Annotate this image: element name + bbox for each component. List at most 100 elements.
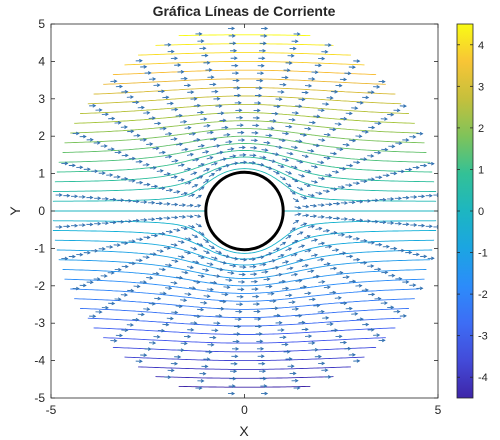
velocity-arrow	[156, 249, 164, 253]
velocity-arrow	[397, 169, 405, 174]
velocity-arrow	[192, 158, 200, 162]
velocity-arrow	[235, 309, 243, 314]
velocity-arrow	[89, 314, 97, 319]
velocity-arrow	[315, 191, 323, 196]
velocity-arrow	[198, 186, 205, 191]
velocity-arrow	[288, 300, 296, 304]
velocity-arrow	[283, 349, 291, 354]
streamline	[124, 60, 365, 66]
velocity-arrow	[173, 228, 181, 232]
velocity-arrow	[63, 193, 71, 198]
velocity-arrow	[100, 144, 108, 148]
velocity-arrow	[240, 160, 248, 165]
velocity-arrow	[148, 200, 156, 205]
velocity-arrow	[221, 125, 229, 130]
velocity-arrow	[171, 202, 179, 207]
velocity-arrow	[190, 171, 198, 175]
velocity-arrow	[236, 115, 244, 120]
velocity-arrow	[273, 104, 281, 109]
velocity-arrow	[98, 247, 106, 251]
velocity-arrow	[143, 111, 151, 115]
velocity-arrow	[236, 294, 244, 299]
velocity-arrow	[197, 144, 205, 148]
velocity-arrow	[282, 158, 290, 162]
velocity-arrow	[183, 334, 192, 339]
velocity-arrow	[151, 184, 159, 189]
velocity-arrow	[312, 143, 320, 148]
velocity-arrow	[177, 255, 185, 259]
velocity-arrow	[149, 77, 157, 81]
velocity-arrow	[325, 173, 333, 178]
velocity-arrow	[163, 202, 171, 206]
velocity-arrow	[106, 173, 114, 177]
velocity-arrow	[61, 161, 69, 166]
velocity-arrow	[289, 371, 297, 376]
velocity-arrow	[275, 320, 283, 325]
streamline	[54, 156, 435, 183]
velocity-arrow	[72, 286, 80, 291]
velocity-arrow	[197, 274, 205, 278]
velocity-arrow	[170, 56, 179, 61]
velocity-arrow	[195, 223, 203, 228]
velocity-arrow	[281, 75, 289, 80]
velocity-arrow	[298, 244, 306, 248]
velocity-arrow	[337, 185, 346, 189]
velocity-arrow	[381, 147, 389, 152]
velocity-arrow	[180, 226, 188, 231]
velocity-arrow	[208, 244, 216, 249]
velocity-arrow	[387, 112, 395, 117]
velocity-arrow	[132, 317, 140, 322]
velocity-arrow	[229, 263, 237, 268]
colorbar-ticks: -4 -3 -2 -1 0 1 2 3 4	[457, 40, 488, 384]
velocity-arrow	[180, 341, 188, 346]
velocity-arrow	[171, 215, 179, 220]
velocity-arrow	[148, 302, 156, 306]
velocity-arrow	[144, 71, 152, 75]
streamline	[56, 249, 433, 272]
streamline	[138, 366, 351, 370]
velocity-arrow	[121, 153, 129, 158]
velocity-arrow	[167, 49, 175, 54]
velocity-arrow	[107, 271, 115, 275]
velocity-arrow	[158, 150, 166, 155]
velocity-arrow	[388, 144, 396, 149]
velocity-arrow	[340, 201, 349, 205]
colorbar-tick-label: 4	[478, 40, 484, 52]
velocity-arrow	[285, 293, 293, 298]
velocity-arrow	[93, 277, 101, 281]
velocity-arrow	[353, 257, 361, 262]
velocity-arrow	[184, 181, 192, 185]
velocity-arrow	[78, 195, 86, 199]
velocity-arrow	[170, 243, 178, 247]
velocity-arrow	[191, 234, 199, 238]
velocity-arrow	[209, 82, 217, 87]
velocity-arrow	[371, 219, 379, 224]
velocity-arrow	[307, 224, 315, 229]
velocity-arrow	[227, 391, 236, 396]
velocity-arrow	[277, 328, 285, 332]
velocity-arrow	[178, 203, 187, 207]
velocity-arrow	[278, 138, 286, 143]
velocity-arrow	[304, 126, 312, 131]
velocity-arrow	[321, 49, 329, 54]
velocity-arrow	[163, 246, 171, 250]
velocity-arrow	[197, 163, 205, 167]
velocity-arrow	[290, 253, 298, 257]
velocity-arrow	[296, 186, 304, 191]
velocity-arrow	[402, 280, 410, 284]
velocity-arrow	[368, 292, 376, 297]
velocity-arrow	[206, 287, 214, 292]
velocity-arrow	[339, 251, 347, 256]
velocity-arrow	[163, 172, 171, 176]
y-tick-label: -1	[34, 241, 45, 255]
velocity-arrow	[219, 261, 227, 265]
velocity-arrow	[307, 193, 315, 198]
velocity-arrow	[228, 384, 236, 388]
velocity-arrow	[238, 145, 246, 150]
velocity-arrow	[303, 183, 311, 188]
velocity-arrow	[308, 120, 316, 125]
velocity-arrow	[196, 175, 204, 180]
streamline	[178, 385, 311, 388]
velocity-arrow	[109, 220, 117, 225]
velocity-arrow	[314, 63, 322, 68]
